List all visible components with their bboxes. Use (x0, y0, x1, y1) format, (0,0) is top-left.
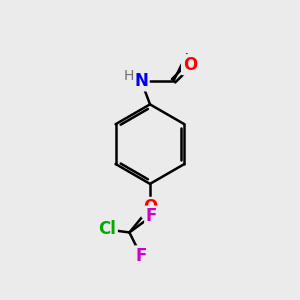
Text: O: O (183, 56, 197, 74)
Text: H: H (124, 69, 134, 83)
Text: F: F (136, 247, 147, 265)
Text: F: F (146, 207, 157, 225)
Text: N: N (134, 72, 148, 90)
Text: O: O (143, 198, 157, 216)
Text: Cl: Cl (98, 220, 116, 238)
